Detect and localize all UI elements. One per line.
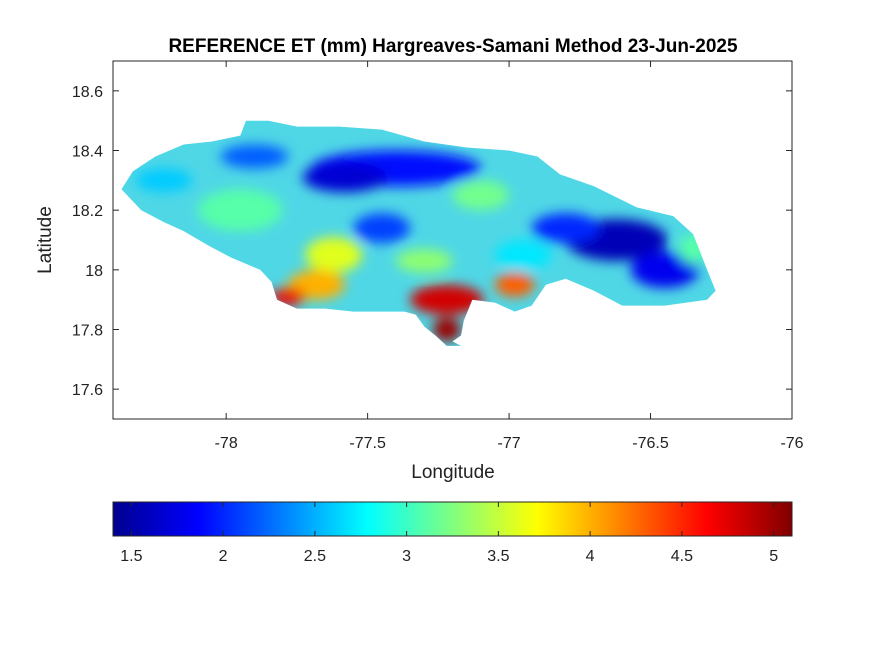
chart-title: REFERENCE ET (mm) Hargreaves-Samani Meth… <box>168 36 738 57</box>
x-axis-label: Longitude <box>411 462 494 483</box>
x-axis: -78 -77.5 -77 -76.5 -76 <box>215 61 804 452</box>
et-field-patch <box>353 213 411 244</box>
colorbar-tick-label: 4 <box>586 548 595 565</box>
x-tick-label: -76.5 <box>632 435 669 452</box>
colorbar-tick-label: 3.5 <box>487 548 509 565</box>
et-field-patch <box>302 162 388 193</box>
et-field-patch <box>494 240 552 270</box>
y-tick-label: 18 <box>85 263 103 280</box>
et-field-patch <box>531 213 600 244</box>
x-tick-label: -76 <box>780 435 803 452</box>
et-field-patch <box>432 317 461 342</box>
colorbar-tick-label: 5 <box>769 548 778 565</box>
et-field-patch <box>494 272 535 297</box>
y-tick-label: 18.2 <box>72 203 103 220</box>
colorbar-ticks: 1.5 2 2.5 3 3.5 4 4.5 5 <box>120 502 778 565</box>
y-tick-label: 18.4 <box>72 144 103 161</box>
et-field-patch <box>305 237 363 273</box>
colorbar-tick-label: 3 <box>402 548 411 565</box>
colorbar-tick-label: 1.5 <box>120 548 142 565</box>
et-field-patch <box>630 251 699 288</box>
y-tick-label: 17.6 <box>72 382 103 399</box>
y-axis-label: Latitude <box>35 206 56 274</box>
et-field-patch <box>395 249 453 273</box>
y-tick-label: 17.8 <box>72 323 103 340</box>
et-field-patch <box>220 144 289 169</box>
et-field-patch <box>410 284 484 315</box>
colorbar-tick-label: 2.5 <box>304 548 326 565</box>
y-axis: 17.6 17.8 18 18.2 18.4 18.6 <box>72 84 792 399</box>
et-field-patch <box>452 180 510 211</box>
y-tick-label: 18.6 <box>72 84 103 101</box>
colorbar-tick-label: 2 <box>219 548 228 565</box>
colorbar-tick-label: 4.5 <box>671 548 693 565</box>
et-field-patch <box>197 189 283 232</box>
colorbar <box>112 501 793 537</box>
x-tick-label: -77 <box>498 435 521 452</box>
x-tick-label: -78 <box>215 435 238 452</box>
x-tick-label: -77.5 <box>349 435 386 452</box>
et-field-patch <box>135 168 193 193</box>
